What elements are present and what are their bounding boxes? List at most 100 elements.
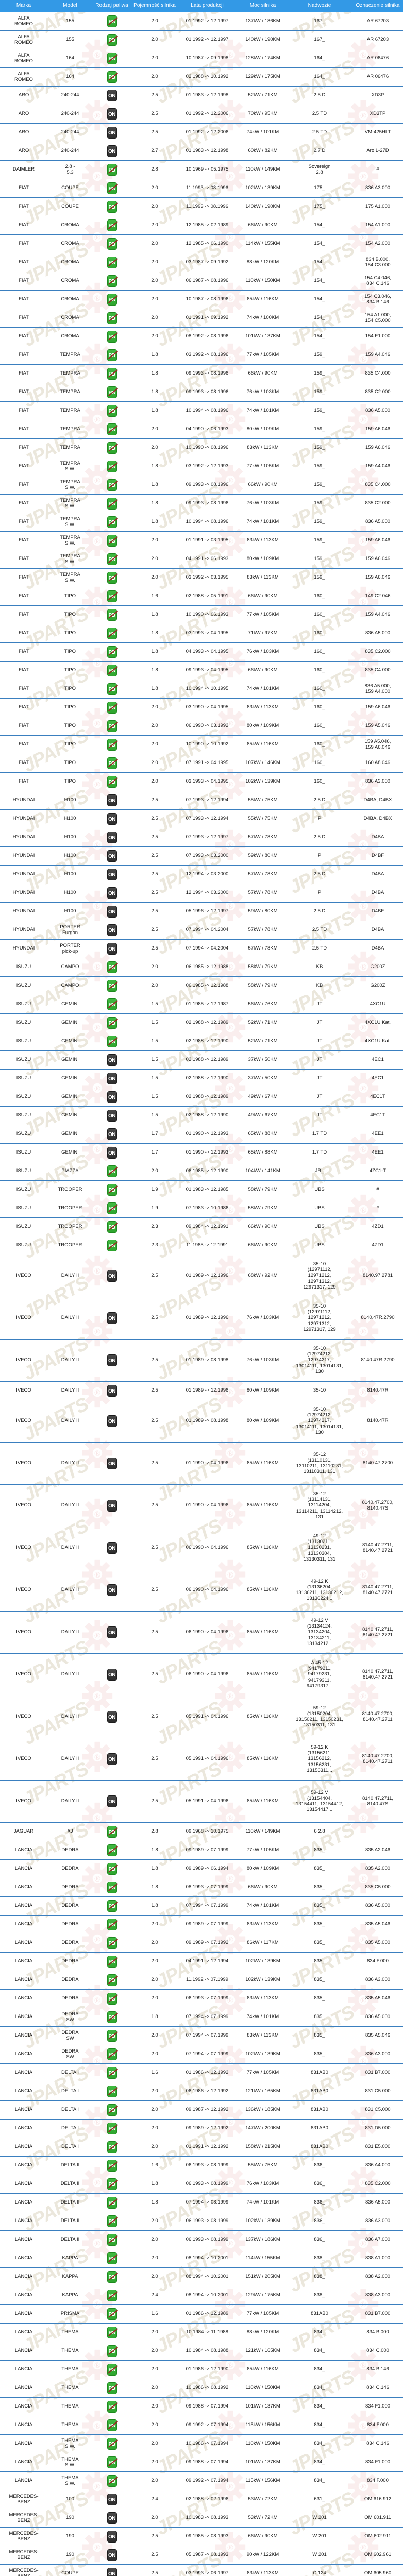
table-row[interactable]: IVECO DAILY II ON 2.5 05.1991 -> 04.1996 85kW… — [0, 1695, 403, 1738]
table-row[interactable]: MERCEDES- BENZ 190 ON 2.5 09.1985 -> 08.1993… — [0, 2527, 403, 2546]
table-row[interactable]: MERCEDES- BENZ 190 ON 2.0 10.1983 -> 08.1993… — [0, 2508, 403, 2528]
table-row[interactable]: HYUNDAI H100 ON 2.5 07.1993 -> 12.1994 55kW /… — [0, 809, 403, 828]
column-header-model[interactable]: Model — [47, 0, 93, 12]
table-row[interactable]: MERCEDES- BENZCOUPE ON 2.503.1993 -> 06.19… — [0, 2564, 403, 2576]
table-row[interactable]: HYUNDAI H100 ON 2.5 12.1994 -> 03.2000 57kW /… — [0, 865, 403, 884]
table-row[interactable]: HYUNDAI PORTER Furgon ON 2.5 07.1994 -> 04.2… — [0, 920, 403, 940]
table-row[interactable]: HYUNDAI H100 ON 2.5 07.1993 -> 12.1994 55kW /… — [0, 790, 403, 810]
table-row[interactable]: ARO 240-244 ON 2.5 01.1992 -> 12.2006 74kW / … — [0, 123, 403, 142]
table-row[interactable]: IVECO DAILY II ON 2.5 06.1990 -> 04.1996 85kW… — [0, 1611, 403, 1654]
table-row[interactable]: ISUZU GEMINI ON 1.5 02.1988 -> 12.1990 37kW /… — [0, 1069, 403, 1088]
column-header-nadwozie[interactable]: Nadwozie — [290, 0, 349, 12]
table-row[interactable]: ARO 240-244 ON 2.7 01.1983 -> 12.1998 60kW / … — [0, 141, 403, 161]
table-row[interactable]: IVECO DAILY II ON 2.5 01.1989 -> 12.1996 76kW… — [0, 1296, 403, 1340]
table-row[interactable]: ISUZU GEMINI ON 1.7 01.1990 -> 12.1993 65kW /… — [0, 1124, 403, 1144]
table-row[interactable]: MERCEDES- BENZ 100 ON 2.4 02.1988 -> 02.1996… — [0, 2489, 403, 2509]
table-row[interactable]: IVECO DAILY II ON 2.5 01.1990 -> 04.1996 85kW… — [0, 1484, 403, 1527]
column-header-lata-produkcji[interactable]: Lata produkcji — [178, 0, 236, 12]
table-row[interactable]: IVECO DAILY II ON 2.5 01.1989 -> 12.1996 80kW… — [0, 1381, 403, 1400]
table-row[interactable]: IVECO DAILY II ON 2.5 06.1990 -> 04.1996 85kW… — [0, 1653, 403, 1696]
table-row[interactable]: ISUZU GEMINI ON 1.7 01.1990 -> 12.1993 65kW /… — [0, 1143, 403, 1162]
table-row[interactable]: MERCEDES- BENZ 190 ON 2.5 05.1987 -> 08.1993… — [0, 2545, 403, 2565]
column-header-marka[interactable]: Marka — [0, 0, 47, 12]
column-header-oznaczenie-silnika[interactable]: Oznaczenie silnika — [349, 0, 403, 12]
table-row[interactable]: HYUNDAI H100 ON 2.5 05.1996 -> 12.1997 59kW /… — [0, 902, 403, 921]
table-row[interactable]: IVECO DAILY II ON 2.5 06.1990 -> 04.1996 85kW… — [0, 1526, 403, 1569]
table-row[interactable]: IVECO DAILY II ON 2.5 06.1990 -> 04.1996 85kW… — [0, 1568, 403, 1612]
table-row[interactable]: ISUZU GEMINI ON 1.5 02.1988 -> 12.1990 49kW /… — [0, 1106, 403, 1125]
table-row[interactable]: IVECO DAILY II ON 2.5 01.1989 -> 08.1998 80kW… — [0, 1399, 403, 1443]
column-header-moc-silnika[interactable]: Moc silnika — [236, 0, 290, 12]
table-row[interactable]: ARO 240-244 ON 2.5 01.1992 -> 12.2006 70kW / … — [0, 104, 403, 124]
table-row[interactable]: IVECO DAILY II ON 2.5 01.1990 -> 04.1996 85kW… — [0, 1442, 403, 1485]
table-row[interactable]: IVECO DAILY II ON 2.5 05.1991 -> 04.1996 85kW… — [0, 1737, 403, 1781]
